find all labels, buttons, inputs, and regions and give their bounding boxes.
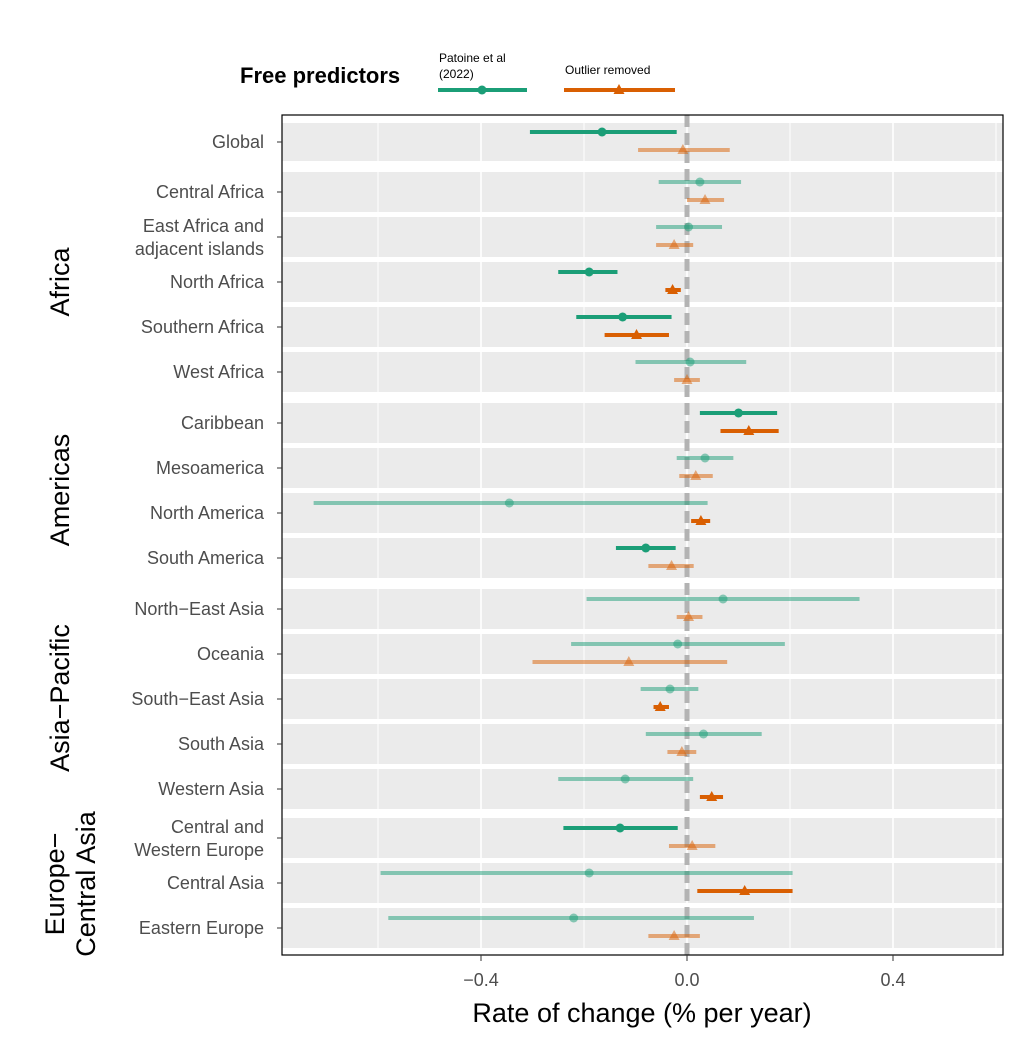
region-label: Caribbean	[181, 413, 264, 433]
region-label: South Asia	[178, 734, 265, 754]
row-band	[282, 818, 1003, 858]
region-label: North America	[150, 503, 265, 523]
estimate-point	[677, 144, 689, 154]
region-label: Eastern Europe	[139, 918, 264, 938]
estimate-point	[690, 470, 702, 480]
region-label: West Africa	[173, 362, 265, 382]
x-tick-label: 0.4	[880, 970, 905, 990]
estimate-point	[665, 684, 675, 694]
plot-border	[281, 114, 1004, 956]
row-band	[282, 634, 1003, 674]
estimate-point	[620, 774, 630, 784]
estimate-point	[734, 408, 743, 418]
estimate-point	[681, 374, 693, 384]
region-label: adjacent islands	[135, 239, 264, 259]
region-label: Central and	[171, 817, 264, 837]
estimate-point	[623, 656, 635, 666]
estimate-point	[739, 885, 751, 895]
estimate-point	[695, 515, 707, 525]
row-band	[282, 448, 1003, 488]
estimate-point	[683, 611, 695, 621]
estimate-point	[698, 729, 708, 739]
region-label: Central Asia	[167, 873, 265, 893]
estimate-point	[684, 222, 694, 232]
estimate-point	[695, 177, 705, 187]
row-band	[282, 262, 1003, 302]
legend-key-point	[613, 84, 625, 94]
estimate-point	[699, 194, 711, 204]
region-label: South−East Asia	[131, 689, 265, 709]
estimate-point	[706, 791, 718, 801]
estimate-point	[673, 639, 683, 649]
estimate-point	[668, 930, 680, 940]
estimate-point	[584, 868, 594, 878]
row-band	[282, 123, 1003, 161]
x-axis-title: Rate of change (% per year)	[472, 998, 811, 1028]
region-label: Western Europe	[134, 840, 264, 860]
x-tick-label: 0.0	[674, 970, 699, 990]
row-band	[282, 679, 1003, 719]
estimate-point	[700, 453, 710, 463]
row-band	[282, 908, 1003, 948]
region-label: North Africa	[170, 272, 265, 292]
legend-label: (2022)	[439, 67, 474, 81]
estimate-point	[686, 840, 698, 850]
group-label: Americas	[45, 434, 75, 547]
region-label: South America	[147, 548, 265, 568]
estimate-point	[618, 312, 628, 322]
row-band	[282, 493, 1003, 533]
region-label: North−East Asia	[134, 599, 265, 619]
region-label: Central Africa	[156, 182, 265, 202]
estimate-point	[615, 823, 625, 833]
estimate-point	[654, 701, 666, 711]
estimate-point	[743, 425, 755, 435]
estimate-point	[676, 746, 688, 756]
row-band	[282, 307, 1003, 347]
region-label: Mesoamerica	[156, 458, 265, 478]
estimate-point	[584, 267, 594, 277]
estimate-point	[641, 543, 651, 553]
estimate-point	[685, 357, 695, 367]
row-band	[282, 769, 1003, 809]
region-label: Southern Africa	[141, 317, 265, 337]
group-label-line: Europe−	[40, 833, 70, 936]
row-band	[282, 863, 1003, 903]
group-label: Asia−Pacific	[45, 624, 75, 772]
legend-title: Free predictors	[240, 63, 400, 88]
row-band	[282, 589, 1003, 629]
region-label: Oceania	[197, 644, 265, 664]
group-label: Africa	[45, 247, 75, 317]
row-band	[282, 217, 1003, 257]
row-band	[282, 538, 1003, 578]
legend-label: Outlier removed	[565, 63, 650, 77]
estimate-point	[667, 284, 679, 294]
estimate-point	[666, 560, 678, 570]
row-band	[282, 352, 1003, 392]
group-label: Europe−Central Asia	[40, 810, 101, 957]
estimate-point	[597, 127, 607, 137]
estimate-point	[718, 594, 728, 604]
row-band	[282, 724, 1003, 764]
legend-label: Patoine et al	[439, 51, 506, 65]
estimate-point	[668, 239, 680, 249]
region-label: Western Asia	[158, 779, 265, 799]
group-label-line: Central Asia	[71, 810, 101, 957]
row-band	[282, 172, 1003, 212]
region-label: East Africa and	[143, 216, 264, 236]
estimate-point	[569, 913, 579, 923]
estimate-point	[631, 329, 643, 339]
legend-key-point	[477, 85, 487, 95]
estimate-point	[504, 498, 514, 508]
row-band	[282, 403, 1003, 443]
x-tick-label: −0.4	[463, 970, 499, 990]
region-label: Global	[212, 132, 264, 152]
